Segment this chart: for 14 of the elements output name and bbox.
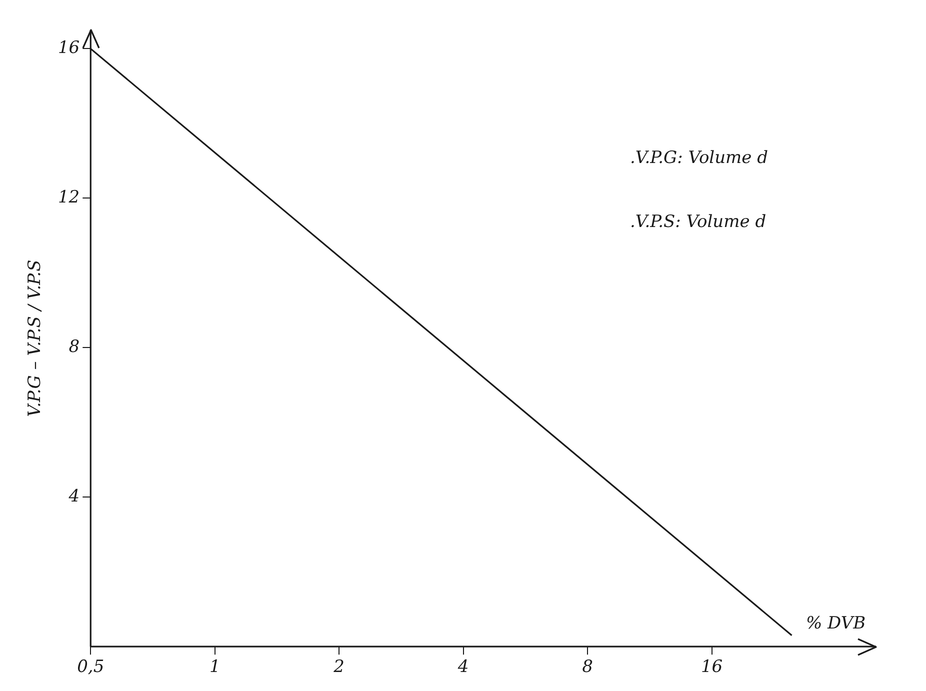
annotation: .V.P.G: Volume d: [630, 148, 768, 168]
y-tick-label: 16: [58, 38, 80, 58]
y-tick-label: 4: [68, 486, 80, 507]
y-tick-label: 12: [58, 188, 80, 208]
x-tick-label: 1: [209, 657, 220, 678]
x-tick-label: 4: [456, 657, 469, 678]
annotation: .V.P.S: Volume d: [630, 212, 766, 232]
x-axis-title: % DVB: [806, 614, 866, 634]
x-tick-label: 0,5: [77, 657, 104, 678]
x-tick-label: 8: [582, 657, 594, 678]
y-axis-title: V.P.G – V.P.S / V.P.S: [25, 260, 45, 417]
x-tick-label: 16: [700, 657, 723, 678]
x-tick-label: 2: [332, 657, 345, 678]
y-tick-label: 8: [68, 337, 80, 358]
